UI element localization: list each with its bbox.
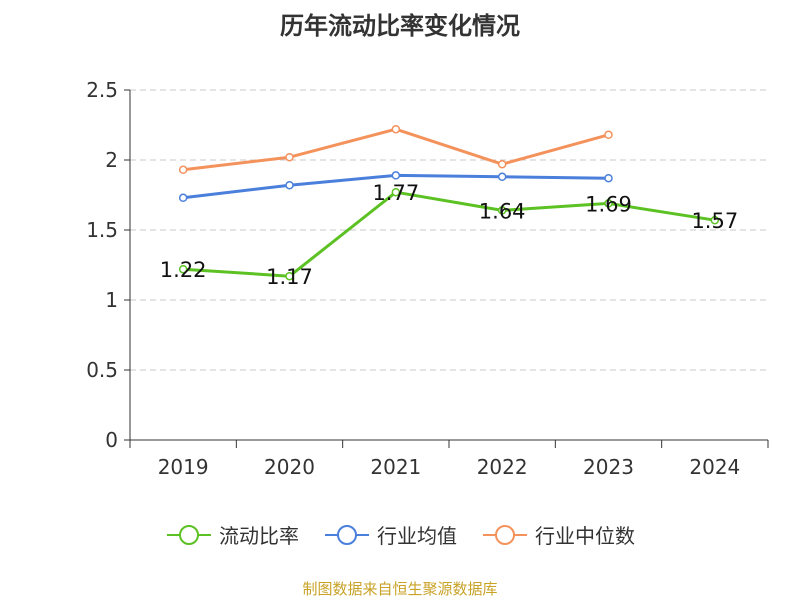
series-point [391,187,401,197]
series-point [710,215,720,225]
legend: 流动比率 行业均值 行业中位数 [0,520,800,549]
series-point [604,173,613,183]
x-tick-label: 2020 [264,455,315,479]
legend-swatch-icon [167,524,211,545]
legend-label: 行业均值 [377,524,457,548]
y-tick-label: 1.5 [86,218,118,242]
series-point [285,180,294,190]
x-tick-label: 2024 [689,455,740,479]
legend-swatch-icon [483,524,527,545]
data-label: 1.57 [691,209,738,233]
legend-item[interactable]: 流动比率 [165,520,299,549]
series-point [391,171,401,180]
x-tick-label: 2021 [370,455,421,479]
series-line [182,127,609,172]
series-point [285,152,294,162]
series-point [497,206,507,215]
chart-title: 历年流动比率变化情况 [280,12,520,40]
y-tick-label: 0 [105,428,118,452]
legend-item[interactable]: 行业中位数 [481,520,635,549]
series-line [183,190,716,278]
data-label: 1.64 [479,199,526,223]
data-label: 1.22 [160,258,207,282]
axis-layer: 0 0.5 1 1.5 2 2.5 2019 2020 2021 2022 2023 2024 [86,78,769,479]
series-point [178,193,188,203]
series-point [604,199,613,208]
y-tick-label: 1 [105,288,118,312]
legend-item[interactable]: 行业均值 [323,520,457,549]
legend-swatch-icon [325,524,369,545]
data-label: 1.77 [372,181,419,205]
series-point [391,124,401,134]
series-point [178,264,188,274]
legend-label: 流动比率 [219,524,299,548]
source-note: 制图数据来自恒生聚源数据库 [302,580,498,598]
series-point [285,271,294,281]
data-label: 1.17 [266,265,313,289]
label-layer: 1.22 1.17 1.77 1.64 1.69 1.57 [160,181,738,289]
x-tick-label: 2022 [477,455,528,479]
series-point [497,159,507,169]
y-tick-label: 2 [105,148,118,172]
series-point [178,165,188,175]
grid-layer [130,89,768,371]
series-layer [178,124,720,281]
series-point [497,172,507,182]
y-tick-label: 2.5 [86,78,118,102]
x-tick-label: 2019 [158,455,209,479]
y-tick-label: 0.5 [86,358,118,382]
legend-label: 行业中位数 [535,524,635,548]
data-label: 1.69 [585,192,632,216]
series-point [604,130,613,140]
x-tick-label: 2023 [583,455,634,479]
